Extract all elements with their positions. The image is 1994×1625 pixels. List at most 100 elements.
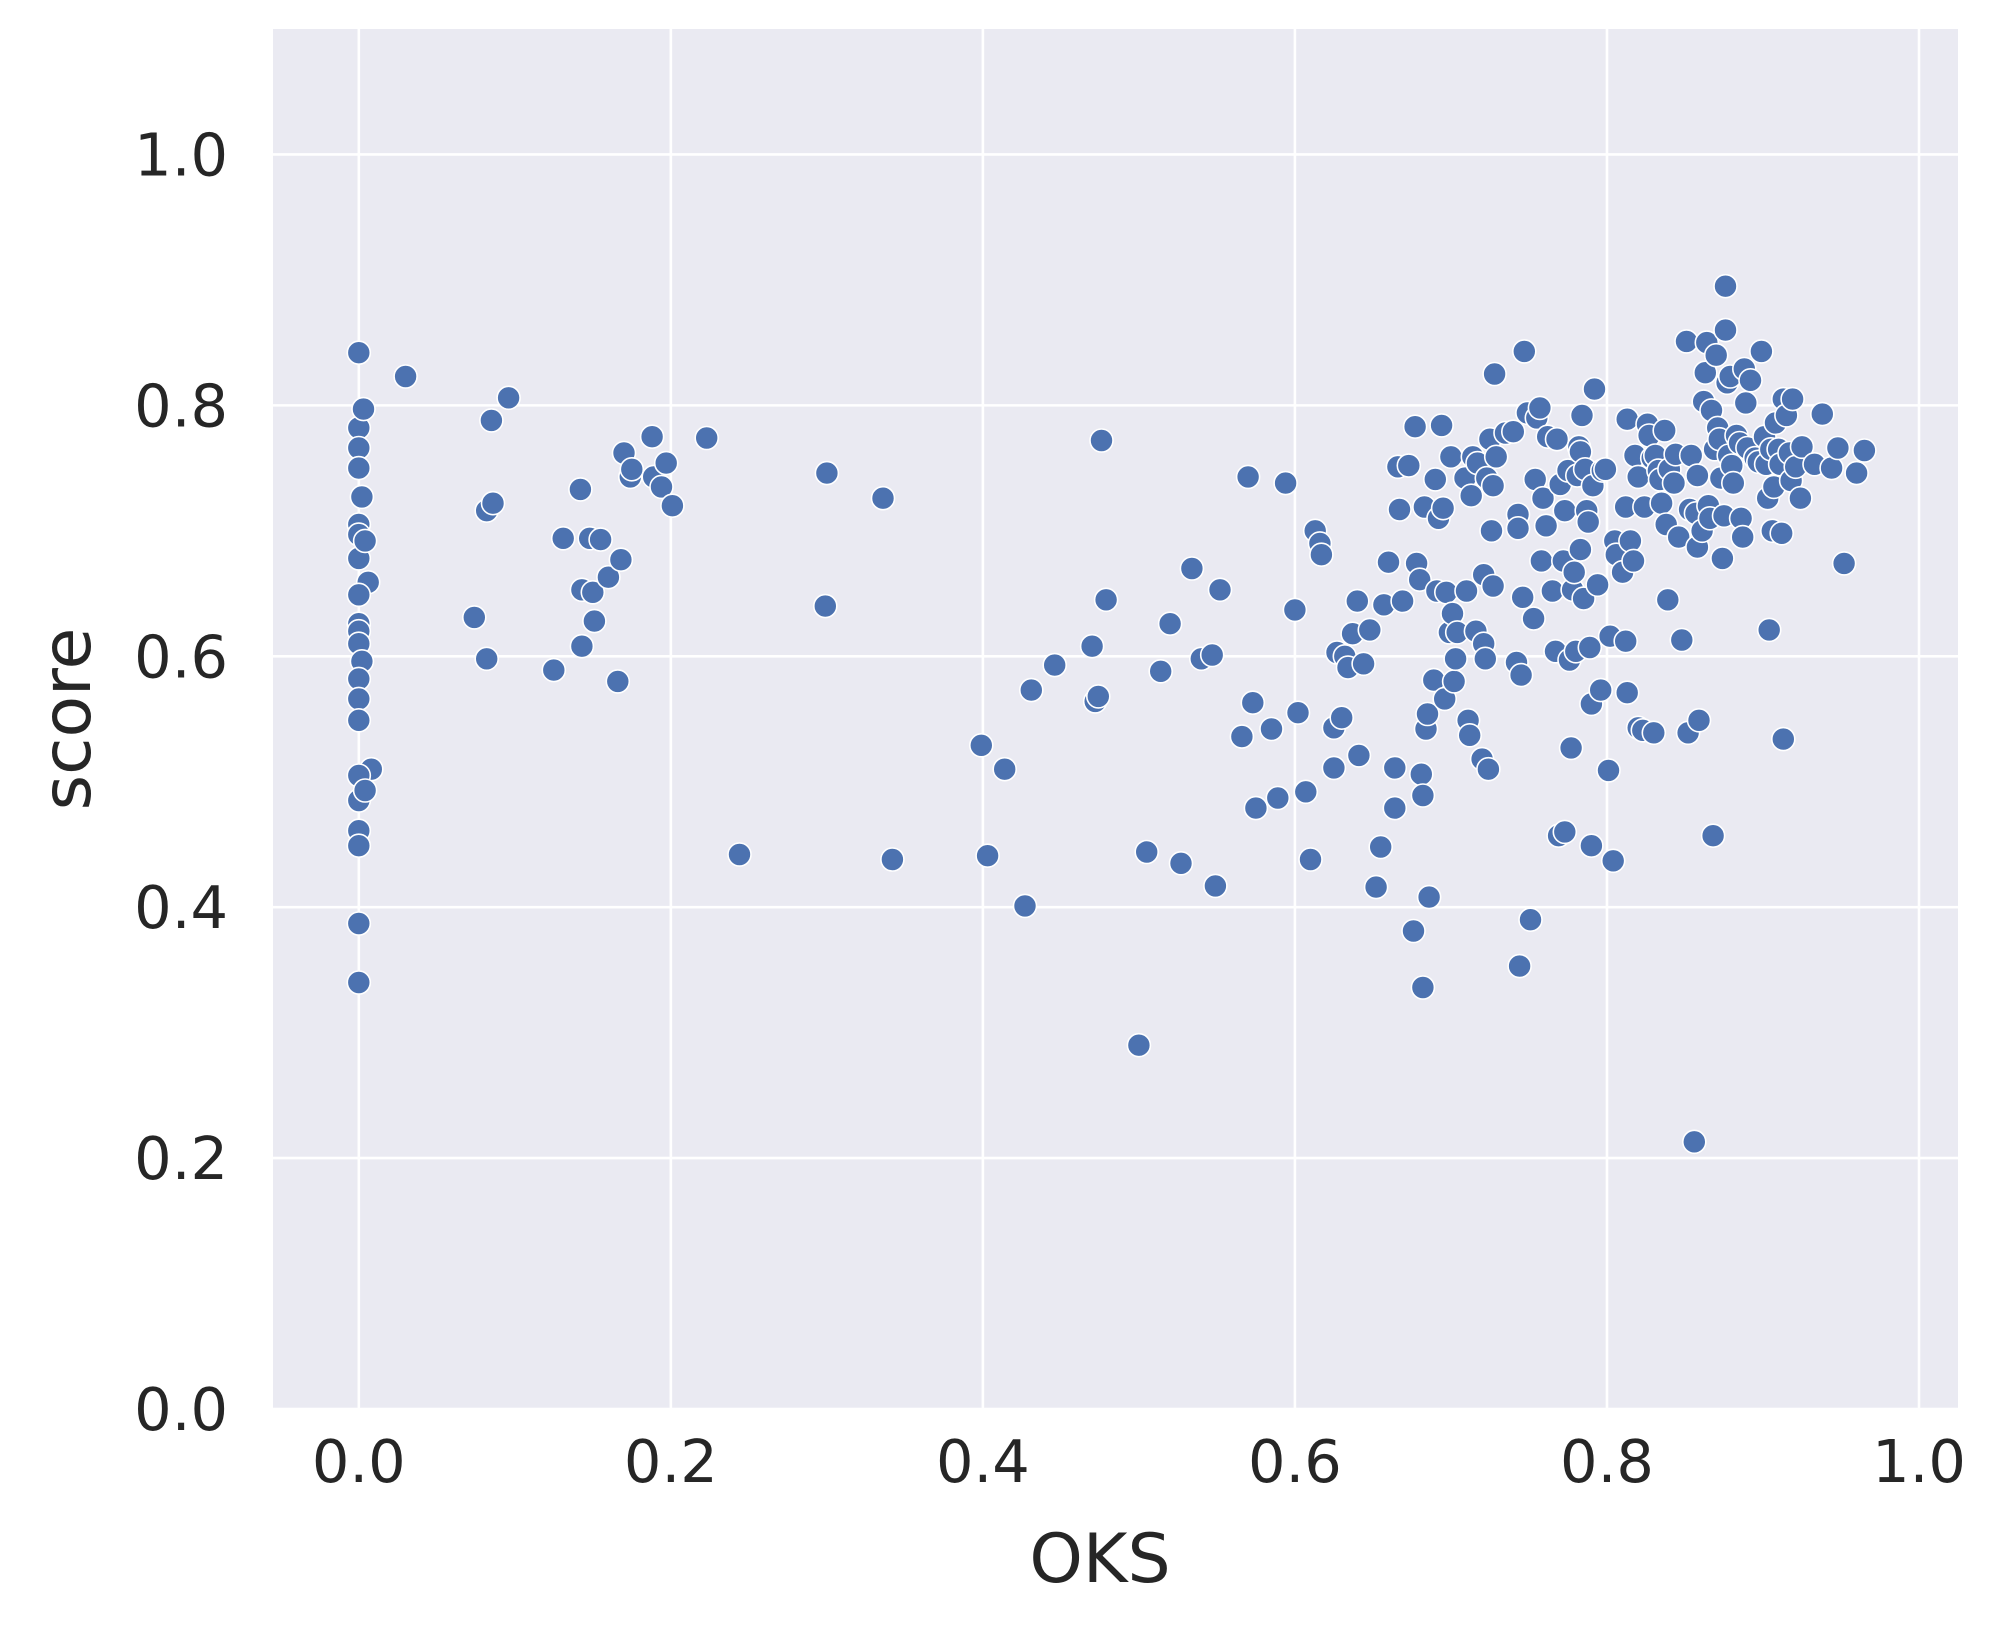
data-point	[1614, 406, 1640, 432]
x-tick-label: 1.0	[1872, 1427, 1966, 1496]
data-point	[346, 970, 372, 995]
data-point	[1544, 426, 1570, 452]
data-point	[346, 582, 372, 608]
data-point	[346, 455, 372, 481]
data-point	[1390, 588, 1415, 614]
data-point	[1086, 684, 1111, 709]
x-tick-labels: 0.0 0.2 0.4 0.6 0.8 1.0	[312, 1427, 1966, 1496]
x-tick-label: 0.6	[1248, 1427, 1342, 1496]
data-point	[349, 484, 375, 510]
data-point	[1831, 551, 1857, 576]
data-point	[588, 527, 613, 552]
data-point	[1582, 376, 1607, 402]
data-point	[992, 756, 1018, 782]
data-point	[639, 424, 665, 450]
data-point	[1382, 755, 1408, 781]
data-point	[1168, 850, 1194, 876]
data-point	[1443, 646, 1468, 672]
data-point	[346, 707, 372, 733]
data-point	[1501, 419, 1526, 445]
data-point	[1780, 386, 1805, 412]
data-point	[352, 778, 378, 803]
data-point	[1756, 617, 1782, 643]
data-point	[1577, 635, 1603, 660]
data-point	[1655, 587, 1681, 613]
data-point	[1351, 651, 1376, 677]
data-point	[870, 485, 896, 511]
data-point	[1749, 339, 1774, 364]
data-point	[1179, 556, 1205, 581]
data-point	[1309, 542, 1334, 568]
data-point	[1458, 483, 1484, 509]
data-point	[541, 657, 567, 683]
data-point	[1476, 756, 1501, 782]
data-point	[1588, 677, 1613, 703]
data-point	[1596, 758, 1621, 783]
data-point	[1199, 642, 1225, 668]
data-point	[1363, 874, 1389, 900]
data-point	[1641, 720, 1667, 746]
data-point	[1661, 470, 1687, 496]
data-point	[1285, 700, 1311, 726]
data-point	[1703, 342, 1729, 368]
data-point	[1346, 743, 1372, 768]
data-point	[1533, 513, 1559, 539]
data-point	[694, 425, 720, 451]
x-tick-label: 0.4	[936, 1427, 1030, 1496]
data-point	[727, 842, 752, 867]
data-point	[1713, 317, 1738, 343]
data-point	[1387, 497, 1412, 522]
data-point	[1457, 722, 1482, 748]
data-point	[1710, 546, 1735, 571]
y-tick-label: 0.0	[134, 1375, 228, 1444]
x-tick-label: 0.2	[624, 1427, 718, 1496]
data-point	[1042, 652, 1067, 678]
data-point	[1483, 444, 1509, 470]
data-point	[1415, 701, 1440, 727]
data-point	[1273, 470, 1298, 496]
data-point	[1614, 680, 1640, 706]
data-point	[346, 686, 372, 712]
data-point	[1423, 467, 1448, 492]
data-point	[1229, 724, 1255, 749]
y-tick-labels: 0.0 0.2 0.4 0.6 0.8 1.0	[134, 120, 228, 1444]
data-point	[474, 646, 500, 672]
data-point	[1618, 528, 1643, 554]
data-point	[1410, 783, 1436, 808]
data-point	[1429, 413, 1454, 438]
data-point	[1480, 573, 1506, 599]
data-point	[1259, 716, 1284, 742]
data-point	[1788, 485, 1813, 511]
data-point	[582, 608, 607, 634]
data-point	[1825, 435, 1851, 461]
data-point	[1552, 819, 1578, 845]
y-tick-label: 0.8	[134, 371, 228, 440]
data-point	[1357, 617, 1383, 643]
data-point	[608, 547, 634, 573]
data-point	[1600, 848, 1626, 874]
data-point	[1438, 444, 1464, 470]
data-point	[880, 847, 905, 872]
data-point	[1019, 677, 1044, 703]
y-tick-label: 0.6	[134, 622, 228, 691]
data-point	[1810, 401, 1835, 427]
plot-background	[273, 29, 1958, 1409]
data-point	[596, 564, 621, 590]
y-gridlines	[273, 153, 1958, 1411]
data-point	[1721, 470, 1746, 496]
data-point	[605, 669, 631, 694]
data-point	[1669, 627, 1695, 653]
data-point	[1441, 669, 1467, 694]
data-point	[1789, 434, 1815, 460]
data-point	[1508, 662, 1534, 688]
data-point	[1621, 548, 1646, 574]
data-point	[1089, 428, 1114, 453]
data-point	[1518, 907, 1543, 933]
data-point	[1652, 418, 1677, 443]
data-point	[1585, 572, 1610, 598]
data-point	[1561, 559, 1587, 585]
data-point	[1569, 403, 1595, 428]
data-point	[1479, 518, 1504, 544]
data-point	[1148, 658, 1173, 684]
